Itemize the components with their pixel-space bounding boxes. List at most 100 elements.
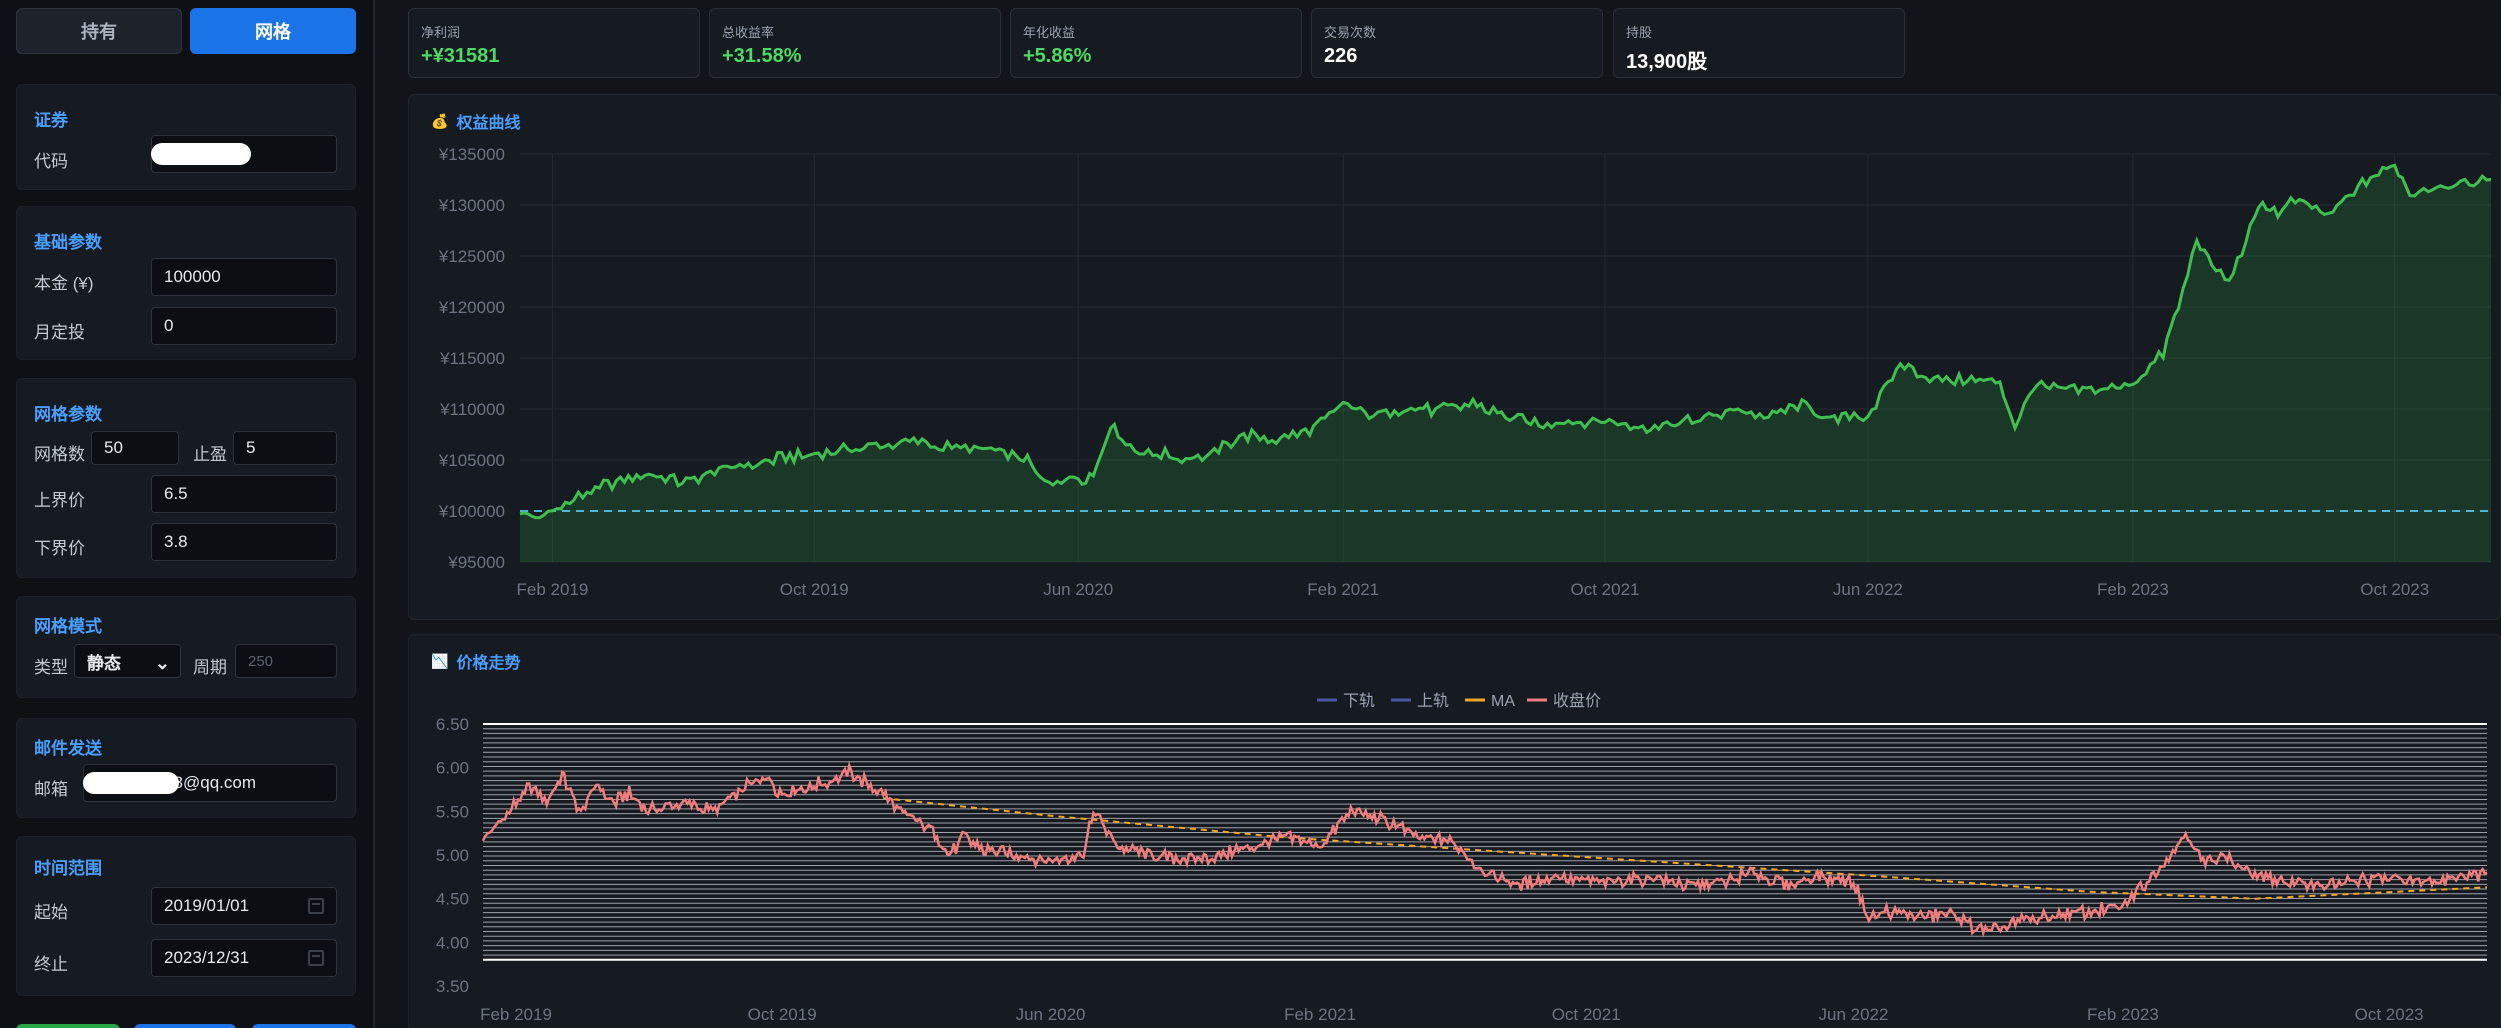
x-tick-label: Feb 2019 — [517, 580, 589, 599]
legend-item: 上轨 — [1391, 692, 1449, 710]
x-tick-label: Jun 2020 — [1016, 1005, 1086, 1024]
upper-price-label: 上界价 — [34, 491, 85, 510]
stat-label: 总收益率 — [722, 25, 775, 40]
start-date-value: 2019/01/01 — [164, 896, 250, 915]
legend-item: 下轨 — [1317, 692, 1375, 710]
redaction-mark — [151, 143, 251, 165]
x-tick-label: Feb 2023 — [2087, 1005, 2159, 1024]
take-profit-label: 止盈 — [193, 445, 227, 464]
end-date-value: 2023/12/31 — [164, 948, 250, 967]
x-tick-label: Oct 2019 — [748, 1005, 817, 1024]
lower-price-input[interactable]: 3.8 — [151, 523, 337, 561]
calendar-icon[interactable] — [308, 898, 324, 914]
capital-label: 本金 (¥) — [34, 274, 94, 293]
ma-line — [883, 797, 2488, 900]
grid-count-input[interactable]: 50 — [91, 431, 179, 465]
monthly-invest-input[interactable]: 0 — [151, 307, 337, 345]
stat-card-net-profit: 净利润 +¥31581 — [408, 8, 700, 78]
x-tick-label: Feb 2019 — [480, 1005, 552, 1024]
end-date-label: 终止 — [34, 955, 68, 974]
tab-hold[interactable]: 持有 — [16, 8, 182, 54]
legend-item: MA — [1465, 693, 1515, 710]
stat-card-total-return: 总收益率 +31.58% — [709, 8, 1001, 78]
stat-value: 226 — [1324, 45, 1358, 67]
period-label: 周期 — [193, 658, 227, 677]
y-tick-label: ¥125000 — [438, 247, 505, 266]
action-button[interactable] — [134, 1024, 236, 1028]
security-title: 证券 — [34, 111, 68, 130]
basic-params-panel: 基础参数 本金 (¥) 100000 月定投 0 — [16, 206, 356, 360]
y-tick-label: ¥95000 — [447, 553, 505, 572]
price-legend: 下轨 上轨 MA 收盘价 — [1317, 691, 1601, 710]
type-select[interactable]: 静态 ⌄ — [74, 644, 181, 678]
y-tick-label: ¥100000 — [438, 502, 505, 521]
stat-card-holdings: 持股 13,900股 — [1613, 8, 1905, 78]
grid-count-label: 网格数 — [34, 445, 85, 464]
grid-level-lines — [483, 723, 2487, 961]
price-trend-panel: 📉 价格走势 下轨 上轨 MA 收盘价 6.50 6.00 5.50 5.00 4.50 4.00… — [408, 634, 2501, 1028]
x-tick-label: Oct 2021 — [1552, 1005, 1621, 1024]
legend-label: MA — [1491, 693, 1515, 710]
x-tick-label: Jun 2022 — [1818, 1005, 1888, 1024]
stat-label: 交易次数 — [1324, 25, 1377, 40]
type-label: 类型 — [34, 658, 68, 677]
stat-value: +31.58% — [722, 45, 802, 67]
chart-icon: 📉 — [431, 652, 449, 669]
security-panel: 证券 代码 — [16, 84, 356, 190]
close-price-line — [481, 760, 2488, 938]
tab-grid[interactable]: 网格 — [190, 8, 356, 54]
end-date-input[interactable]: 2023/12/31 — [151, 939, 337, 977]
code-label: 代码 — [34, 152, 68, 171]
x-tick-label: Oct 2023 — [2360, 580, 2429, 599]
email-panel: 邮件发送 邮箱 88@qq.com — [16, 718, 356, 818]
grid-params-panel: 网格参数 网格数 50 止盈 5 上界价 6.5 下界价 3.8 — [16, 378, 356, 578]
mode-tabs: 持有 网格 — [16, 8, 356, 54]
run-button[interactable] — [16, 1024, 120, 1028]
legend-label: 下轨 — [1343, 692, 1375, 710]
legend-label: 收盘价 — [1553, 691, 1601, 710]
email-label: 邮箱 — [34, 780, 68, 799]
grid-mode-title: 网格模式 — [34, 617, 102, 636]
start-date-input[interactable]: 2019/01/01 — [151, 887, 337, 925]
equity-area — [520, 165, 2491, 563]
y-tick-label: 3.50 — [436, 977, 469, 996]
stat-label: 净利润 — [421, 25, 461, 40]
y-tick-label: 4.50 — [436, 890, 469, 909]
stat-value: 13,900股 — [1626, 51, 1708, 73]
y-tick-label: ¥115000 — [439, 349, 505, 368]
stat-value: +¥31581 — [421, 45, 500, 67]
x-tick-label: Feb 2023 — [2097, 580, 2169, 599]
y-tick-label: ¥105000 — [438, 451, 505, 470]
y-tick-label: 5.00 — [436, 846, 469, 865]
start-date-label: 起始 — [34, 903, 68, 922]
period-input[interactable]: 250 — [235, 644, 337, 678]
email-input-value: 88@qq.com — [164, 773, 256, 792]
price-trend-title: 📉 价格走势 — [431, 649, 520, 673]
y-tick-label: ¥135000 — [438, 145, 505, 164]
price-trend-title-text: 价格走势 — [456, 655, 521, 672]
x-tick-label: Jun 2020 — [1043, 580, 1113, 599]
y-tick-label: 5.50 — [436, 802, 469, 821]
time-range-title: 时间范围 — [34, 859, 102, 878]
sidebar: 持有 网格 证券 代码 基础参数 本金 (¥) 100000 月定投 0 网格参… — [0, 0, 375, 1028]
stat-label: 持股 — [1626, 25, 1653, 40]
money-bag-icon: 💰 — [431, 112, 449, 129]
type-select-value: 静态 — [87, 653, 121, 673]
equity-curve-panel: 💰 权益曲线 ¥135000 ¥130000 ¥125000 ¥120000 ¥1150… — [408, 94, 2501, 620]
x-tick-label: Jun 2022 — [1833, 580, 1903, 599]
x-tick-label: Feb 2021 — [1307, 580, 1379, 599]
x-tick-label: Oct 2023 — [2355, 1005, 2424, 1024]
legend-label: 上轨 — [1417, 692, 1449, 710]
upper-price-input[interactable]: 6.5 — [151, 475, 337, 513]
calendar-icon[interactable] — [308, 950, 324, 966]
equity-line — [519, 163, 2492, 520]
stat-card-annual-return: 年化收益 +5.86% — [1010, 8, 1302, 78]
take-profit-input[interactable]: 5 — [233, 431, 337, 465]
lower-price-label: 下界价 — [34, 539, 85, 558]
time-range-panel: 时间范围 起始 2019/01/01 终止 2023/12/31 — [16, 836, 356, 996]
monthly-invest-label: 月定投 — [34, 323, 85, 342]
capital-input[interactable]: 100000 — [151, 258, 337, 296]
price-trend-chart: 下轨 上轨 MA 收盘价 6.50 6.00 5.50 5.00 4.50 4.00 3.50 Feb… — [436, 691, 2488, 1024]
action-button[interactable] — [252, 1024, 356, 1028]
y-tick-label: 6.50 — [436, 715, 469, 734]
